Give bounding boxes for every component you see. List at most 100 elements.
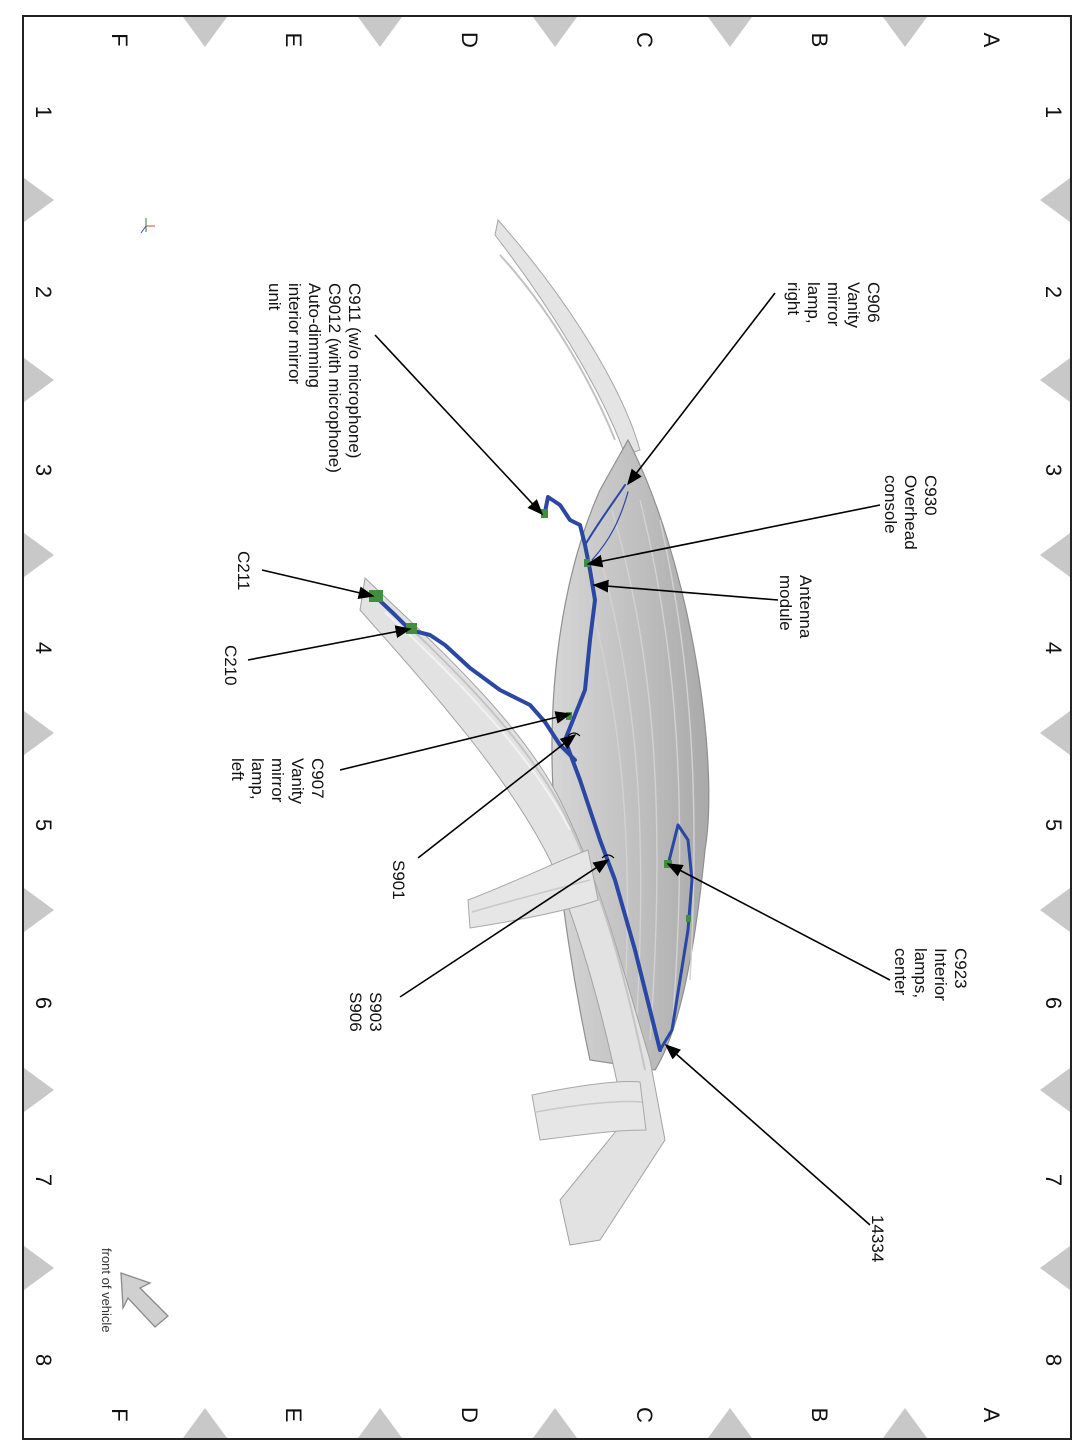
grid-col-label-7: 7 xyxy=(1041,1174,1066,1186)
leader-c911 xyxy=(374,334,544,516)
connector-c911 xyxy=(541,509,548,518)
callout-c923-line: center xyxy=(891,948,910,996)
grid-marker xyxy=(708,17,752,47)
callout-c911-line: unit xyxy=(265,283,284,311)
front-of-vehicle-arrow-icon xyxy=(120,1272,169,1328)
grid-col-label-4: 4 xyxy=(31,642,56,654)
callout-c210-line: C210 xyxy=(221,645,240,686)
grid-col-label-6: 6 xyxy=(31,997,56,1009)
callout-c911-line: C9012 (with microphone) xyxy=(325,283,344,473)
grid-marker xyxy=(883,1408,927,1438)
callout-c211-line: C211 xyxy=(234,551,253,590)
callout-c923-line: C923 xyxy=(951,948,970,989)
callout-c907-line: Vanity xyxy=(288,758,307,804)
callout-n14334: 14334 xyxy=(868,1215,887,1262)
leader-14334 xyxy=(664,1043,871,1226)
callout-c911: C911 (w/o microphone)C9012 (with microph… xyxy=(265,283,364,473)
grid-row-label-b: B xyxy=(807,33,832,48)
grid-col-label-3: 3 xyxy=(1041,464,1066,476)
grid-marker xyxy=(1040,711,1070,755)
grid-row-label-f: F xyxy=(107,33,132,46)
callout-s903-line: S906 xyxy=(346,992,365,1032)
grid-marker xyxy=(24,1068,54,1112)
callout-c210: C210 xyxy=(221,645,240,686)
grid-border-markers xyxy=(24,17,1070,1438)
grid-col-label-4: 4 xyxy=(1041,642,1066,654)
grid-marker xyxy=(533,1408,577,1438)
grid-row-label-f: F xyxy=(107,1408,132,1421)
leader-antenna xyxy=(592,579,779,601)
callout-c907-line: mirror xyxy=(268,758,287,803)
leader-c210 xyxy=(247,625,412,661)
grid-row-label-a: A xyxy=(979,1408,1004,1423)
grid-marker xyxy=(24,711,54,755)
grid-marker xyxy=(533,17,577,47)
grid-col-label-5: 5 xyxy=(31,819,56,831)
callout-c906-line: right xyxy=(784,282,803,315)
roof-panel xyxy=(551,438,710,1071)
grid-marker xyxy=(358,1408,402,1438)
vehicle-body-structure xyxy=(359,218,710,1246)
grid-marker xyxy=(358,17,402,47)
grid-col-label-3: 3 xyxy=(31,464,56,476)
grid-marker xyxy=(183,17,227,47)
callout-c906-line: lamp, xyxy=(804,282,823,324)
wiring-harness xyxy=(373,484,694,1052)
splice-s903 xyxy=(601,854,615,859)
grid-marker xyxy=(1040,888,1070,932)
callout-s903-line: S903 xyxy=(366,992,385,1032)
callout-c923-line: Interior xyxy=(931,948,950,1001)
connector-c210 xyxy=(406,623,417,634)
grid-col-label-6: 6 xyxy=(1041,997,1066,1009)
leader-c211 xyxy=(261,569,375,599)
grid-labels: A A B B C C D D E E F F 1 1 2 2 3 3 4 4 5 5 6 6 7 7 8 8 xyxy=(31,32,1066,1423)
grid-col-label-8: 8 xyxy=(31,1354,56,1366)
callout-c911-line: interior mirror xyxy=(285,283,304,384)
grid-row-label-d: D xyxy=(457,1407,482,1423)
grid-marker xyxy=(708,1408,752,1438)
callout-c906-line: Vanity xyxy=(844,282,863,328)
grid-marker xyxy=(24,358,54,402)
grid-row-label-e: E xyxy=(281,1408,306,1423)
grid-marker xyxy=(1040,1068,1070,1112)
connector-c907 xyxy=(566,712,572,720)
leader-c907 xyxy=(339,711,572,771)
grid-row-label-b: B xyxy=(807,1408,832,1423)
callout-antenna-line: Antenna xyxy=(796,575,815,639)
grid-col-label-1: 1 xyxy=(31,106,56,118)
grid-marker xyxy=(24,178,54,222)
connector-c923b xyxy=(686,915,691,922)
leader-s901 xyxy=(417,734,577,859)
grid-col-label-1: 1 xyxy=(1041,106,1066,118)
grid-row-label-a: A xyxy=(979,33,1004,48)
callout-n14334-line: 14334 xyxy=(868,1215,887,1262)
callout-c930-line: console xyxy=(881,475,900,534)
callout-c930-line: C930 xyxy=(921,475,940,516)
grid-marker xyxy=(1040,178,1070,222)
callout-c923-line: lamps, xyxy=(911,948,930,998)
callout-c907-line: lamp, xyxy=(248,758,267,800)
callout-c907-line: left xyxy=(228,758,247,781)
callout-c930-line: Overhead xyxy=(901,475,920,550)
grid-col-label-2: 2 xyxy=(1041,286,1066,298)
grid-marker xyxy=(1040,358,1070,402)
grid-row-label-d: D xyxy=(457,32,482,48)
callout-c907-line: C907 xyxy=(308,758,327,799)
leader-c906 xyxy=(627,292,776,486)
grid-col-label-5: 5 xyxy=(1041,819,1066,831)
front-of-vehicle-label: front of vehicle xyxy=(99,1248,114,1333)
callout-c911-line: C911 (w/o microphone) xyxy=(345,283,364,458)
leader-c923 xyxy=(666,863,891,981)
grid-col-label-2: 2 xyxy=(31,286,56,298)
grid-marker xyxy=(24,1246,54,1290)
grid-col-label-7: 7 xyxy=(31,1174,56,1186)
grid-row-label-c: C xyxy=(632,1407,657,1423)
